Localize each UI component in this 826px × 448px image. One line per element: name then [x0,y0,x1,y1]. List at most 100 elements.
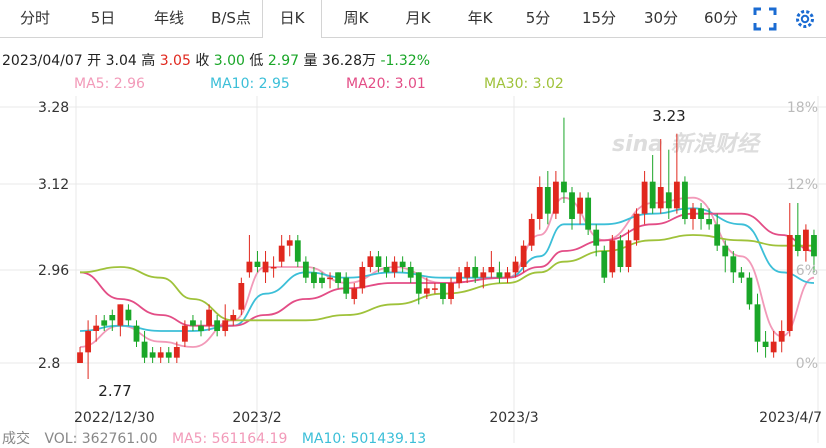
candle-body [673,181,680,209]
candle-body [198,325,204,331]
candle [569,187,575,230]
tab-15min[interactable]: 15分 [581,9,617,27]
candle [609,235,616,278]
candle-body [319,277,325,283]
candle [714,213,721,251]
candle-body [391,261,398,273]
candle-body [665,192,672,209]
candle-body [464,267,471,278]
candle [173,341,180,363]
candle [230,309,237,326]
candle-body [359,267,366,289]
candle [528,213,535,251]
candle [375,251,382,273]
candle [165,347,172,363]
candle [770,331,777,358]
ma10-legend: MA10: 2.95 [210,76,290,92]
candle [190,315,196,331]
volume-title: 成交 [2,431,30,447]
candle [577,192,583,225]
candle-body [649,181,656,209]
candle [222,304,229,337]
candle-body [561,181,567,193]
candlestick-chart: sina 新浪财经 3.28 3.12 2.96 2.8 18% 12% 6% 0% 2022/… [0,96,826,443]
candle [415,272,422,305]
ma20-legend: MA20: 3.01 [346,76,426,92]
tab-60min[interactable]: 60分 [703,9,739,27]
y-tick-label: 3.28 [38,100,69,116]
candle [319,272,325,289]
tab-yearline[interactable]: 年线 [153,9,184,27]
candle [351,283,358,305]
candle-body [214,320,221,331]
candle [625,229,632,273]
candle [93,315,100,342]
tab-monthly-k[interactable]: 月K [405,9,431,27]
fullscreen-icon[interactable] [752,6,778,32]
candle-body [222,320,229,331]
x-tick-label: 2023/4/7 [759,410,822,426]
candle [383,256,390,278]
candle-body [617,240,624,267]
candle [488,251,495,278]
candle-body [383,267,390,273]
candle-body [552,181,559,214]
candle-body [109,315,116,321]
candle-body [431,288,438,290]
candle-body [351,288,358,299]
watermark-text: sina 新浪财经 [612,131,762,157]
candle-body [165,352,172,358]
candle [552,171,559,219]
candle-body [488,267,495,273]
candle-body [375,256,382,267]
candle [738,267,745,283]
tab-5day[interactable]: 5日 [90,9,116,27]
candle-body [698,208,704,219]
tab-weekly-k[interactable]: 周K [343,9,369,27]
volume-label: 量 [303,53,318,69]
tab-bs-points[interactable]: B/S点 [211,9,251,27]
candle [343,272,350,299]
candle [746,272,753,310]
tab-yearly-k[interactable]: 年K [467,9,493,27]
tab-30min[interactable]: 30分 [643,9,679,27]
candle [149,347,156,363]
candle [456,267,463,289]
candle [617,235,624,273]
y-tick-label: 2.96 [38,263,69,279]
candle [504,267,511,283]
candle-body [778,331,785,342]
candle [238,277,245,315]
candle [722,240,729,273]
candle [520,240,527,273]
percent-tick-label: 18% [787,100,818,116]
ma5-legend: MA5: 2.96 [74,76,145,92]
volume-value-text: VOL: 362761.00 [44,431,158,447]
candle [641,171,648,225]
volume-value: 36.28万 [321,53,377,69]
candle-body [93,325,100,331]
x-tick-label: 2023/3 [489,410,538,426]
candle-body [480,272,487,278]
percent-tick-label: 0% [796,356,818,372]
candle-body [448,283,454,299]
candle-body [625,240,632,267]
candle [762,331,769,358]
candle [423,277,430,299]
low-annotation: 2.77 [98,382,131,400]
high-value: 3.05 [159,53,191,69]
tab-daily-k[interactable]: 日K [262,0,322,38]
candle-body [423,288,430,294]
candle [665,149,672,219]
candle-body [327,277,333,280]
quote-date: 2023/04/07 [2,53,83,69]
tab-5min[interactable]: 5分 [525,9,551,27]
candle [254,251,261,273]
candle-body [294,240,301,262]
candle-body [641,181,648,214]
candle [480,267,487,289]
tab-intraday[interactable]: 分时 [19,9,50,27]
candle [431,283,438,294]
candle [262,251,269,283]
gear-icon[interactable] [792,6,818,32]
